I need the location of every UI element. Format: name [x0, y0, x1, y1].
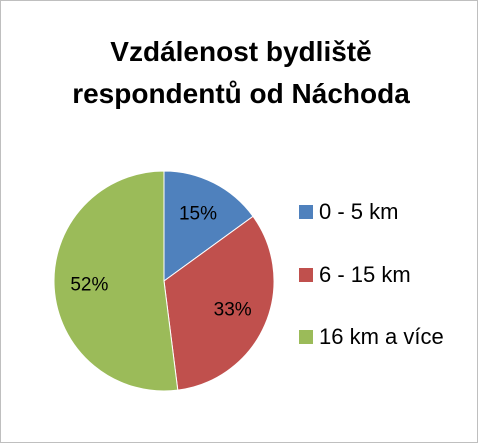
legend-swatch [299, 330, 313, 344]
data-label: 52% [70, 275, 108, 296]
legend-label: 0 - 5 km [319, 199, 399, 224]
chart-title: Vzdálenost bydliště respondentů od Nácho… [72, 36, 410, 109]
pie-slice [163, 170, 254, 282]
legend-entry: 6 - 15 km [299, 259, 449, 291]
legend-entry: 16 km a více [299, 321, 449, 353]
data-label: 33% [214, 300, 252, 321]
data-label: 15% [179, 203, 217, 224]
legend-swatch [299, 268, 313, 282]
legend-label: 6 - 15 km [319, 262, 411, 287]
legend-label: 16 km a více [319, 324, 444, 349]
pie-slice [163, 215, 275, 391]
legend-entry: 0 - 5 km [299, 196, 449, 228]
legend-swatch [299, 205, 313, 219]
pie-slice [53, 170, 179, 392]
